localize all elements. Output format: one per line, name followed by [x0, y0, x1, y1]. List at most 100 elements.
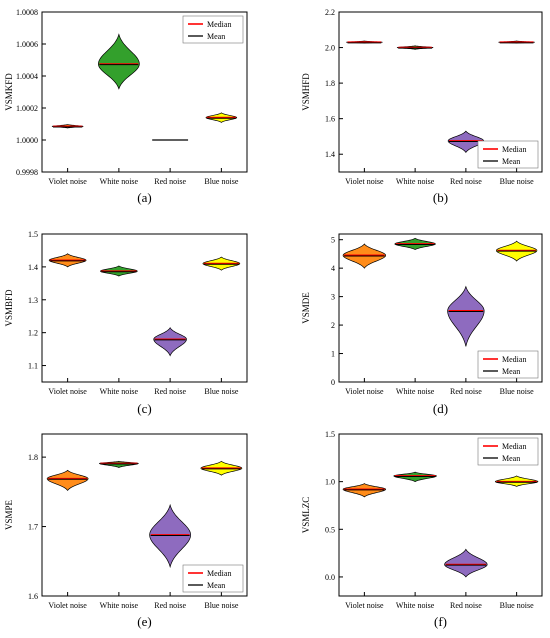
panel-label: (f) [434, 614, 447, 629]
panel-label: (b) [433, 190, 448, 205]
legend: Median Mean [477, 140, 539, 169]
plot-frame [338, 433, 543, 597]
legend-median-label: Median [502, 442, 526, 451]
y-tick-label: 0 [331, 378, 335, 387]
panel-label: (a) [137, 190, 151, 205]
chart-panel: 1.4 1.6 1.8 2.0 2.2 VSMHFD Violet noise White n… [301, 8, 543, 205]
x-tick-label: Violet noise [345, 601, 384, 610]
y-tick-label: 1.4 [325, 150, 335, 159]
panel-label: (e) [137, 614, 151, 629]
legend-median-label: Median [207, 20, 231, 29]
y-tick-label: 1.6 [28, 592, 38, 601]
x-tick-label: White noise [100, 601, 139, 610]
legend-mean-label: Mean [502, 367, 520, 376]
y-tick-label: 1.5 [325, 430, 335, 439]
y-tick-label: 2.0 [325, 44, 335, 53]
legend-mean-label: Mean [502, 157, 520, 166]
legend-box [182, 15, 244, 44]
y-tick-label: 3 [331, 293, 335, 302]
y-axis-label: VSMDE [301, 292, 311, 324]
y-tick-label: 1.7 [28, 523, 38, 532]
y-tick-label: 1.5 [28, 230, 38, 239]
y-tick-label: 1 [331, 350, 335, 359]
y-tick-label: 1.3 [28, 296, 38, 305]
x-tick-label: Violet noise [345, 177, 384, 186]
y-tick-label: 1.0 [325, 478, 335, 487]
legend-median-label: Median [502, 355, 526, 364]
y-tick-label: 1.1 [28, 362, 38, 371]
y-tick-label: 0.9998 [16, 168, 38, 177]
y-tick-label: 2 [331, 321, 335, 330]
chart-panel: 1.6 1.7 1.8 VSMPE Violet noise White noise Red… [4, 433, 248, 629]
y-tick-label: 1.0006 [16, 40, 38, 49]
x-tick-label: White noise [396, 601, 435, 610]
x-tick-label: Red noise [450, 177, 482, 186]
violin-mark [98, 33, 140, 90]
x-tick-label: Violet noise [48, 177, 87, 186]
plot-frame [41, 11, 248, 173]
x-tick-label: Red noise [154, 601, 186, 610]
y-axis-label: VSMPE [4, 499, 14, 530]
y-tick-label: 1.0002 [16, 104, 38, 113]
legend-box [477, 437, 539, 466]
chart-panel: 0.0 0.5 1.0 1.5 VSMLZC Violet noise White nois… [301, 430, 543, 629]
legend-median-label: Median [207, 569, 231, 578]
plot-frame [41, 433, 248, 597]
x-tick-label: White noise [396, 177, 435, 186]
y-tick-label: 0.5 [325, 525, 335, 534]
legend-mean-label: Mean [207, 32, 225, 41]
plot-frame [338, 11, 543, 173]
y-tick-label: 1.2 [28, 329, 38, 338]
legend: Median Mean [182, 564, 244, 593]
y-tick-label: 1.0008 [16, 8, 38, 17]
legend: Median Mean [182, 15, 244, 44]
legend-median-label: Median [502, 145, 526, 154]
y-axis-label: VSMHFD [301, 73, 311, 111]
y-tick-label: 1.0004 [16, 72, 38, 81]
legend: Median Mean [477, 437, 539, 466]
plot-frame [41, 233, 248, 383]
y-tick-label: 1.8 [325, 79, 335, 88]
chart-panel: 0.9998 1.0000 1.0002 1.0004 1.0006 1.0008 VSMK… [4, 8, 248, 205]
x-tick-label: Blue noise [500, 177, 534, 186]
y-tick-label: 2.2 [325, 8, 335, 17]
violin-mark [153, 327, 187, 357]
y-tick-label: 4 [331, 264, 335, 273]
x-tick-label: Red noise [154, 177, 186, 186]
y-tick-label: 1.8 [28, 453, 38, 462]
x-tick-label: Blue noise [204, 601, 238, 610]
y-tick-label: 1.0000 [16, 136, 38, 145]
x-tick-label: Violet noise [345, 387, 384, 396]
violin-mark [444, 548, 488, 578]
chart-panel: 1.1 1.2 1.3 1.4 1.5 VSMBFD Violet noise White n… [4, 230, 248, 416]
y-tick-label: 5 [331, 236, 335, 245]
chart-panel: 0 1 2 3 4 5 VSMDE Violet noise White noise Red no… [301, 233, 543, 416]
legend-mean-label: Mean [502, 454, 520, 463]
panel-label: (d) [433, 401, 448, 416]
x-tick-label: Red noise [450, 387, 482, 396]
x-tick-label: Red noise [154, 387, 186, 396]
y-tick-label: 0.0 [325, 573, 335, 582]
x-tick-label: Violet noise [48, 601, 87, 610]
legend: Median Mean [477, 350, 539, 379]
x-tick-label: Violet noise [48, 387, 87, 396]
x-tick-label: White noise [396, 387, 435, 396]
y-axis-label: VSMLZC [301, 497, 311, 534]
x-tick-label: Blue noise [204, 387, 238, 396]
legend-box [182, 564, 244, 593]
violin-mark [46, 469, 89, 492]
x-tick-label: White noise [100, 387, 139, 396]
y-axis-label: VSMBFD [4, 289, 14, 327]
x-tick-label: Blue noise [500, 387, 534, 396]
plot-frame [338, 233, 543, 383]
x-tick-label: Blue noise [500, 601, 534, 610]
y-axis-label: VSMKFD [4, 73, 14, 111]
x-tick-label: Blue noise [204, 177, 238, 186]
y-tick-label: 1.6 [325, 115, 335, 124]
violin-mark [447, 285, 485, 347]
panel-label: (c) [137, 401, 151, 416]
y-tick-label: 1.4 [28, 263, 38, 272]
x-tick-label: White noise [100, 177, 139, 186]
legend-box [477, 350, 539, 379]
